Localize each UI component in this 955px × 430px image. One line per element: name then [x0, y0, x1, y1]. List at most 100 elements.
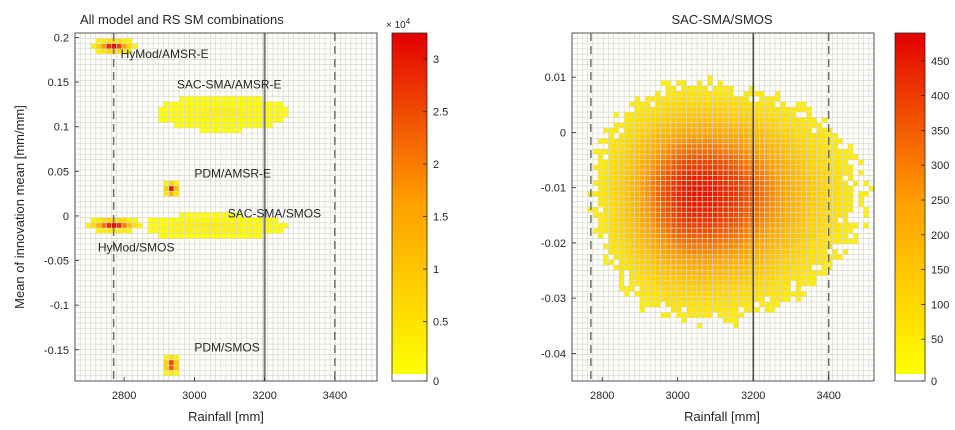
right-heatmap-cell [764, 307, 771, 313]
right-heatmap-cell [639, 112, 646, 118]
right-heatmap-cell [655, 133, 661, 139]
right-heatmap-cell [660, 254, 667, 261]
right-heatmap-cell [790, 233, 797, 239]
left-heatmap-cell [246, 112, 253, 118]
left-heatmap-cell [163, 228, 170, 234]
right-heatmap-cell [712, 154, 719, 160]
right-heatmap-cell [613, 265, 620, 271]
right-heatmap-cell [644, 212, 651, 218]
right-heatmap-cell [618, 159, 625, 166]
right-heatmap-cell [650, 196, 656, 203]
right-heatmap-cell [717, 143, 724, 150]
right-heatmap-cell [670, 254, 677, 261]
right-heatmap-cell [728, 91, 734, 97]
right-heatmap-cell [749, 175, 755, 181]
right-heatmap-cell [686, 270, 693, 276]
right-heatmap-cell [707, 291, 713, 297]
right-heatmap-cell [806, 280, 812, 287]
left-heatmap-cell [231, 122, 237, 129]
right-heatmap-cell [644, 164, 651, 171]
right-heatmap-cell [634, 238, 640, 245]
right-heatmap-cell [785, 149, 791, 155]
right-heatmap-cell [795, 154, 802, 160]
right-heatmap-cell [775, 238, 781, 245]
right-heatmap-cell [696, 243, 703, 250]
right-heatmap-cell [749, 307, 755, 313]
right-heatmap-cell [775, 138, 781, 145]
right-heatmap-cell [681, 317, 687, 324]
right-heatmap-cell [733, 207, 739, 213]
right-x-ticks: 2800 3000 3200 3400 [590, 377, 841, 402]
left-heatmap-cell [236, 96, 242, 102]
right-heatmap-cell [686, 164, 693, 171]
right-heatmap-cell [598, 196, 604, 203]
right-heatmap-cell [801, 228, 807, 234]
right-heatmap-cell [696, 265, 703, 271]
right-heatmap-cell [655, 191, 661, 197]
right-heatmap-cell [655, 112, 661, 118]
right-heatmap-cell [696, 133, 703, 139]
right-heatmap-cell [681, 296, 687, 303]
right-heatmap-cell [702, 175, 708, 181]
right-heatmap-cell [795, 265, 802, 271]
right-heatmap-cell [644, 301, 651, 308]
right-heatmap-cell [764, 170, 771, 176]
right-heatmap-cell [639, 170, 646, 176]
right-heatmap-cell [827, 233, 833, 239]
right-heatmap-cell [608, 154, 614, 160]
left-heatmap-cell [127, 38, 133, 44]
right-heatmap-cell [790, 201, 797, 208]
left-heatmap-cell [278, 228, 284, 234]
right-heatmap-cell [702, 249, 708, 255]
right-heatmap-cell [717, 133, 724, 139]
right-heatmap-cell [608, 228, 614, 234]
right-heatmap-cell [754, 101, 760, 108]
right-heatmap-cell [749, 207, 755, 213]
right-heatmap-cell [702, 170, 708, 176]
right-heatmap-cell [827, 217, 833, 224]
right-heatmap-cell [676, 185, 682, 192]
right-heatmap-cell [832, 143, 838, 150]
left-heatmap-cell [236, 212, 242, 218]
left-heatmap-cell [220, 212, 227, 218]
right-heatmap-cell [832, 149, 838, 155]
left-heatmap-cell [163, 191, 170, 197]
left-heatmap-cell [158, 228, 164, 234]
left-heatmap-cell [246, 233, 253, 239]
right-heatmap-cell [780, 259, 786, 266]
right-heatmap-cell [691, 127, 698, 134]
right-heatmap-cell [639, 233, 646, 239]
right-heatmap-cell [665, 80, 672, 87]
right-heatmap-cell [717, 196, 724, 203]
right-heatmap-cell [660, 259, 667, 266]
right-heatmap-cell [670, 275, 677, 282]
right-heatmap-cell [717, 296, 724, 303]
right-heatmap-cell [728, 154, 734, 160]
right-heatmap-cell [801, 185, 807, 192]
left-heatmap-cell [231, 96, 237, 102]
right-heatmap-cell [655, 143, 661, 150]
right-heatmap-cell [702, 159, 708, 166]
right-heatmap-cell [816, 175, 823, 181]
right-heatmap-cell [603, 254, 609, 261]
right-heatmap-cell [624, 143, 630, 150]
right-heatmap-cell [618, 275, 625, 282]
left-heatmap-cell [205, 112, 211, 118]
right-heatmap-cell [733, 201, 739, 208]
right-heatmap-cell [702, 133, 708, 139]
right-heatmap-cell [738, 243, 745, 250]
right-heatmap-cell [816, 154, 823, 160]
right-heatmap-cell [660, 117, 667, 123]
right-heatmap-cell [837, 238, 844, 245]
right-heatmap-cell [837, 201, 844, 208]
right-heatmap-cell [728, 280, 734, 287]
right-heatmap-cell [634, 101, 640, 108]
right-heatmap-cell [676, 112, 682, 118]
right-heatmap-cell [707, 191, 713, 197]
right-heatmap-cell [790, 259, 797, 266]
right-heatmap-cell [816, 138, 823, 145]
left-heatmap-cell [199, 217, 206, 224]
right-heatmap-cell [733, 217, 739, 224]
right-heatmap-cell [665, 96, 672, 102]
right-heatmap-cell [816, 159, 823, 166]
